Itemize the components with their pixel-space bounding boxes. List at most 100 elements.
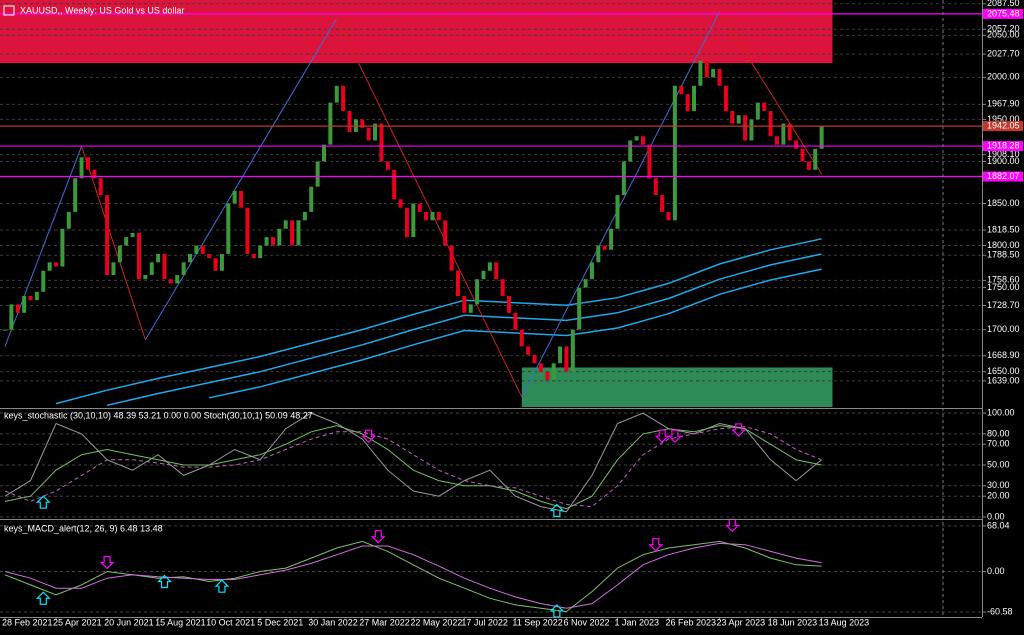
candle	[385, 161, 390, 170]
candle	[143, 274, 148, 280]
candle	[487, 262, 492, 271]
candle	[602, 245, 607, 250]
candle	[66, 211, 71, 229]
candle	[258, 245, 263, 259]
candle	[315, 161, 320, 187]
y-tick-label: 2000.00	[987, 72, 1020, 82]
candle	[124, 237, 129, 246]
candle	[309, 186, 314, 212]
y-tick-label: 1668.90	[987, 350, 1020, 360]
candle	[92, 169, 97, 179]
candle	[781, 123, 786, 145]
signal-arrow	[654, 429, 670, 444]
signal-arrow	[361, 429, 377, 444]
x-tick-label: 18 Jun 2023	[768, 617, 818, 627]
candle	[290, 220, 295, 246]
y-tick-label: 20.00	[987, 491, 1010, 501]
y-tick-label: 50.00	[987, 459, 1010, 469]
candle	[526, 346, 531, 355]
candle	[3, 329, 7, 331]
candle	[105, 195, 110, 275]
candle	[558, 346, 563, 364]
candle	[819, 126, 824, 149]
x-tick-label: 1 Jan 2023	[614, 617, 659, 627]
candle	[341, 85, 346, 111]
candle	[392, 169, 397, 200]
candle	[666, 211, 671, 221]
x-tick-label: 20 Jun 2021	[104, 617, 154, 627]
candle	[373, 123, 378, 141]
candle	[188, 253, 193, 263]
x-tick-label: 23 Apr 2023	[717, 617, 766, 627]
candle	[774, 136, 779, 145]
candle	[736, 115, 741, 124]
candle	[570, 329, 575, 372]
zigzag-segment	[521, 11, 721, 398]
candle	[481, 270, 486, 280]
y-tick-label: 1908.10	[987, 149, 1020, 159]
y-tick-label: 2027.70	[987, 48, 1020, 58]
candle	[232, 190, 237, 204]
back-layer	[0, 0, 982, 613]
y-tick-label: 0.00	[987, 566, 1005, 576]
candle	[577, 287, 582, 330]
x-tick-label: 28 Feb 2021	[2, 617, 53, 627]
x-tick-label: 17 Jul 2022	[461, 617, 508, 627]
x-tick-label: 5 Dec 2021	[257, 617, 303, 627]
candle	[519, 329, 524, 347]
y-tick-label: 70.00	[987, 439, 1010, 449]
zigzag-segment	[144, 18, 338, 340]
candle	[755, 102, 760, 120]
y-tick-label: 0.00	[987, 511, 1005, 521]
candle	[628, 140, 633, 162]
candle	[200, 245, 205, 254]
candle	[251, 253, 256, 259]
candle	[800, 148, 805, 162]
candle	[34, 291, 39, 301]
y-tick-label: 1900.00	[987, 156, 1020, 166]
candle	[360, 119, 365, 128]
candle	[296, 220, 301, 246]
x-tick-label: 30 Jan 2022	[308, 617, 358, 627]
level-label-bg	[983, 121, 1023, 132]
signal-arrow	[214, 579, 230, 593]
zigzag-segment	[336, 18, 523, 398]
y-tick-label: 2057.20	[987, 24, 1020, 34]
candle	[334, 85, 339, 103]
y-tick-label: 1700.00	[987, 324, 1020, 334]
zigzag-segment	[4, 146, 83, 347]
y-tick-label: 80.00	[987, 428, 1010, 438]
envelope-line	[55, 238, 822, 405]
candle	[73, 178, 78, 212]
x-tick-label: 22 May 2022	[410, 617, 462, 627]
signal-arrow	[370, 530, 386, 544]
candle	[615, 195, 620, 229]
candle	[787, 123, 792, 141]
candle	[168, 279, 173, 284]
candle	[794, 140, 799, 149]
candle	[136, 232, 141, 280]
x-tick-label: 10 Oct 2021	[206, 617, 255, 627]
symbol-icon	[3, 5, 15, 16]
macd-title: keys_MACD_alert(12, 26, 9) 6.48 13.48	[4, 523, 163, 533]
candle	[711, 68, 716, 78]
candle	[730, 111, 735, 124]
indicator-line	[4, 412, 822, 513]
candle	[54, 262, 59, 267]
signal-arrow	[667, 429, 683, 444]
signal-arrow	[35, 591, 51, 605]
x-tick-label: 15 Aug 2021	[155, 617, 206, 627]
candle	[283, 220, 288, 229]
symbol-title: XAUUSD,, Weekly: US Gold vs US dollar	[20, 5, 184, 15]
y-tick-label: 2087.50	[987, 0, 1020, 8]
indicator-line	[4, 426, 822, 508]
candle	[692, 85, 697, 111]
signal-arrow	[157, 574, 172, 589]
candle	[583, 279, 588, 288]
y-tick-label: 1639.00	[987, 375, 1020, 385]
candle	[641, 136, 645, 145]
x-tick-label: 11 Sep 2022	[512, 617, 562, 627]
